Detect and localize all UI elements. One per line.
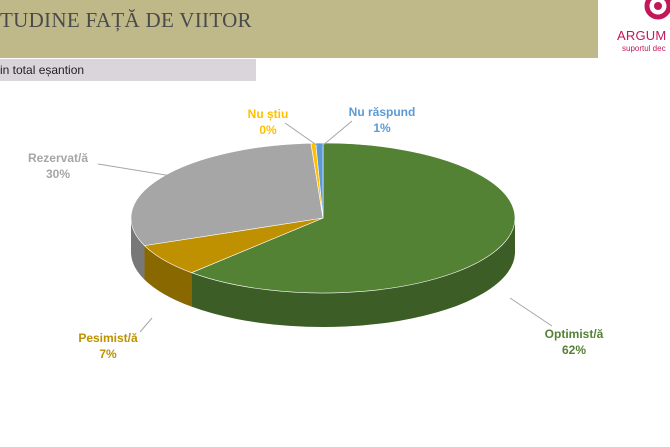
title-bar: TUDINE FAȚĂ DE VIITOR — [0, 0, 598, 58]
pie-slice-2 — [130, 142, 324, 246]
leader-line-0 — [509, 297, 553, 327]
logo: ARGUM suportul dec — [600, 0, 670, 58]
logo-text: ARGUM — [617, 28, 667, 43]
logo-tagline: suportul dec — [622, 44, 666, 53]
slice-label-2: Rezervat/ă — [28, 151, 88, 165]
leader-line-1 — [139, 317, 153, 333]
slice-value-0: 62% — [562, 343, 586, 357]
slice-label-0: Optimist/ă — [545, 327, 604, 341]
pie-slice-4 — [315, 142, 324, 219]
leader-line-4 — [321, 120, 353, 147]
pie-side-2 — [131, 218, 145, 280]
leader-line-2 — [97, 163, 179, 178]
slice-label-1: Pesimist/ă — [78, 331, 138, 345]
slice-label-3: Nu știu — [248, 107, 289, 121]
chart-subtitle: in total eșantion — [0, 63, 85, 77]
page-title: TUDINE FAȚĂ DE VIITOR — [0, 8, 252, 32]
logo-mark-icon — [644, 0, 670, 20]
leader-line-3 — [284, 122, 319, 147]
pie-side-1 — [144, 245, 192, 307]
slice-value-1: 7% — [99, 347, 117, 361]
slice-value-4: 1% — [373, 121, 391, 135]
pie-slice-0 — [190, 142, 516, 294]
slice-label-4: Nu răspund — [349, 105, 416, 119]
pie-side-0 — [191, 218, 515, 327]
slice-value-3: 0% — [259, 123, 277, 137]
subtitle-bar: in total eșantion — [0, 59, 256, 81]
slice-value-2: 30% — [46, 167, 70, 181]
